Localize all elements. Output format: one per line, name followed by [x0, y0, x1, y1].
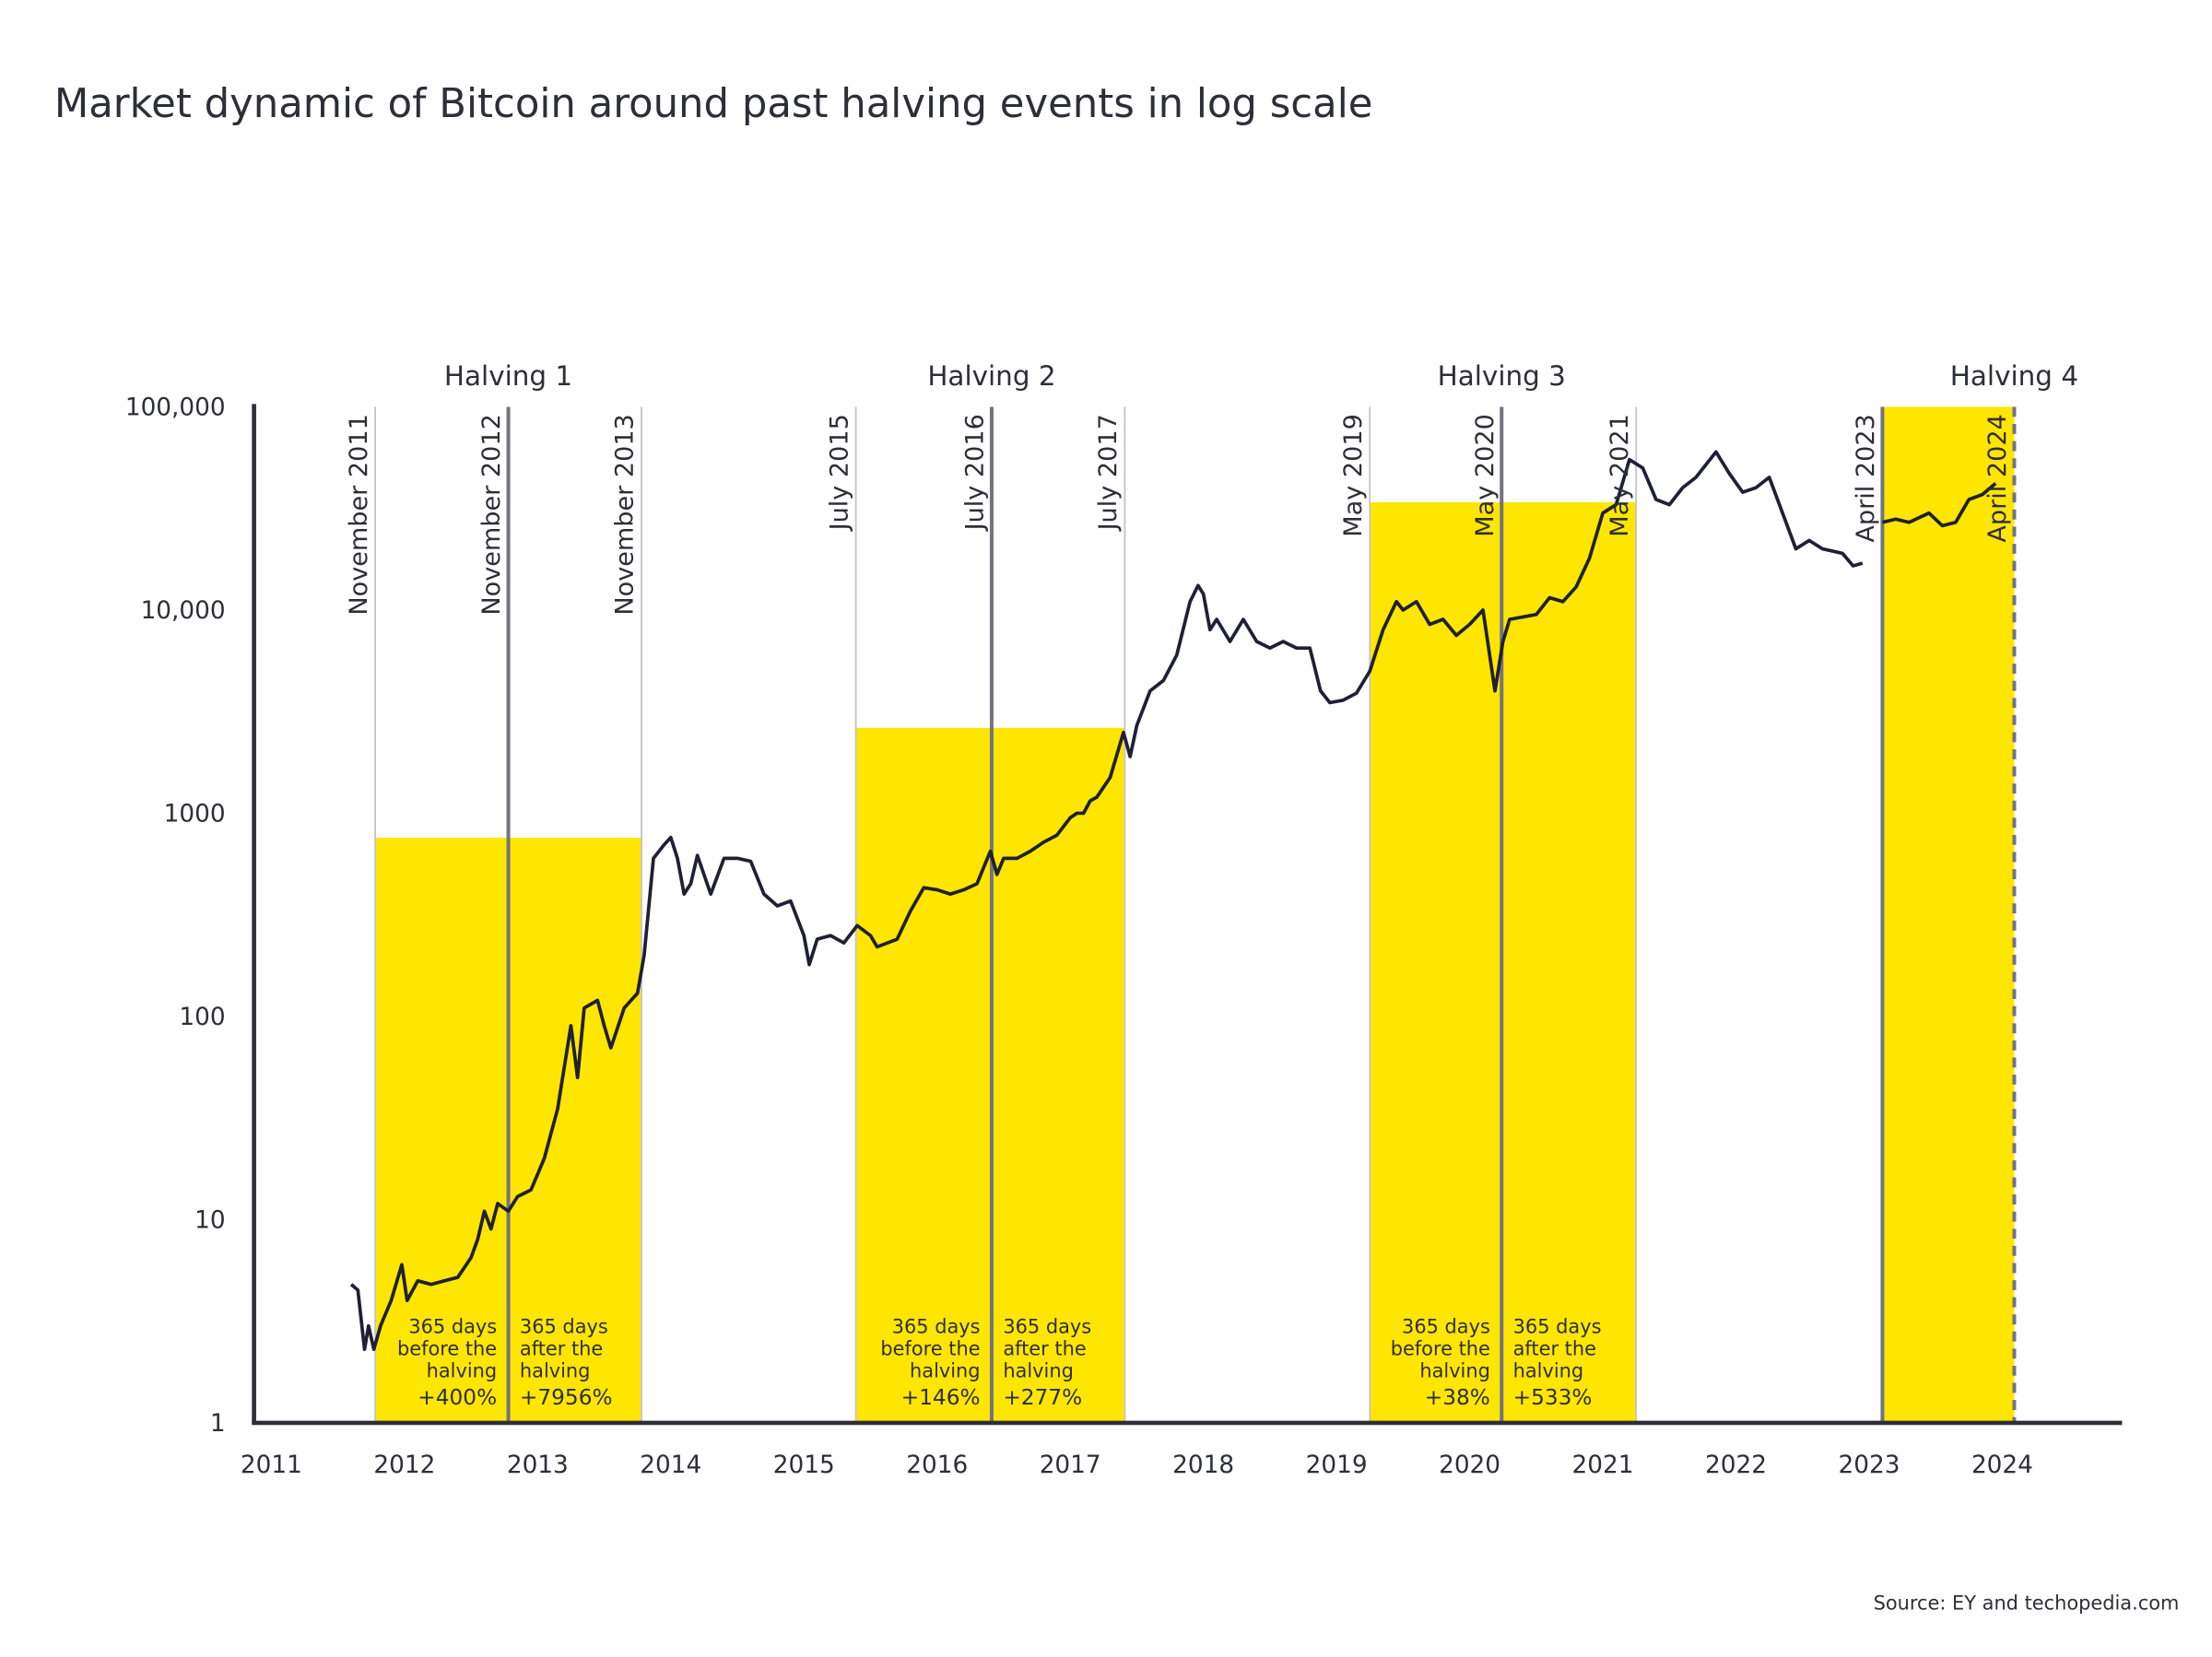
after-note: after the [1003, 1337, 1086, 1359]
before-note: halving [910, 1359, 981, 1381]
labels: November 2011 November 2012 Halving 1 365 d… [125, 360, 2078, 1479]
before-note: before the [880, 1337, 980, 1359]
event-label: July 2017 [1094, 414, 1123, 532]
x-tick-label: 2011 [241, 1451, 302, 1479]
x-tick-label: 2022 [1705, 1451, 1767, 1479]
after-change: +533% [1513, 1385, 1593, 1410]
event-label: November 2013 [611, 414, 640, 615]
after-change: +7956% [520, 1385, 613, 1410]
before-change: +38% [1425, 1385, 1490, 1410]
event-label: April 2023 [1852, 414, 1880, 542]
event-label: May 2021 [1606, 414, 1634, 537]
before-note: 365 days [1402, 1315, 1490, 1337]
event-label: May 2020 [1471, 414, 1500, 537]
halving-title: Halving 2 [927, 360, 1055, 392]
y-tick-label: 100,000 [125, 394, 226, 422]
before-note: halving [427, 1359, 498, 1381]
x-tick-label: 2018 [1172, 1451, 1234, 1479]
price-line [349, 450, 1997, 1352]
before-change: +146% [901, 1385, 981, 1410]
event-label: July 2015 [825, 414, 853, 532]
y-tick-label: 1 [210, 1410, 226, 1438]
halving-window [1882, 406, 2015, 1423]
before-note: before the [397, 1337, 497, 1359]
x-tick-label: 2013 [507, 1451, 569, 1479]
after-note: 365 days [520, 1315, 608, 1337]
x-tick-label: 2016 [906, 1451, 968, 1479]
source: Source: EY and techopedia.com [1874, 1592, 2180, 1615]
after-note: 365 days [1003, 1315, 1091, 1337]
x-tick-label: 2012 [373, 1451, 435, 1479]
x-tick-label: 2017 [1040, 1451, 1101, 1479]
before-note: 365 days [892, 1315, 981, 1337]
after-note: halving [1003, 1359, 1074, 1381]
y-tick-label: 10 [194, 1207, 225, 1235]
event-label: April 2024 [1983, 414, 2012, 542]
x-tick-label: 2014 [640, 1451, 701, 1479]
after-note: after the [520, 1337, 603, 1359]
after-change: +277% [1003, 1385, 1082, 1410]
before-note: 365 days [408, 1315, 497, 1337]
after-note: after the [1513, 1337, 1596, 1359]
before-change: +400% [418, 1385, 497, 1410]
y-tick-label: 100 [179, 1004, 225, 1031]
x-tick-label: 2024 [1971, 1451, 2033, 1479]
before-note: halving [1419, 1359, 1490, 1381]
y-tick-label: 1000 [164, 801, 226, 828]
chart-title: Market dynamic of Bitcoin around past ha… [54, 81, 1373, 127]
plot [252, 404, 2123, 1426]
halving-title: Halving 3 [1438, 360, 1566, 392]
y-tick-label: 10,000 [141, 597, 226, 625]
halving-title: Halving 4 [1950, 360, 2078, 392]
halving-title: Halving 1 [444, 360, 572, 392]
after-note: halving [520, 1359, 591, 1381]
event-label: November 2012 [477, 414, 506, 615]
event-label: July 2016 [961, 414, 990, 532]
x-tick-label: 2021 [1572, 1451, 1634, 1479]
x-tick-label: 2019 [1306, 1451, 1368, 1479]
event-label: November 2011 [345, 414, 373, 615]
x-tick-label: 2023 [1838, 1451, 1900, 1479]
x-tick-label: 2020 [1439, 1451, 1500, 1479]
event-label: May 2019 [1339, 414, 1368, 537]
x-tick-label: 2015 [773, 1451, 835, 1479]
before-note: before the [1391, 1337, 1490, 1359]
markers [374, 406, 2017, 1423]
after-note: 365 days [1513, 1315, 1602, 1337]
after-note: halving [1513, 1359, 1584, 1381]
